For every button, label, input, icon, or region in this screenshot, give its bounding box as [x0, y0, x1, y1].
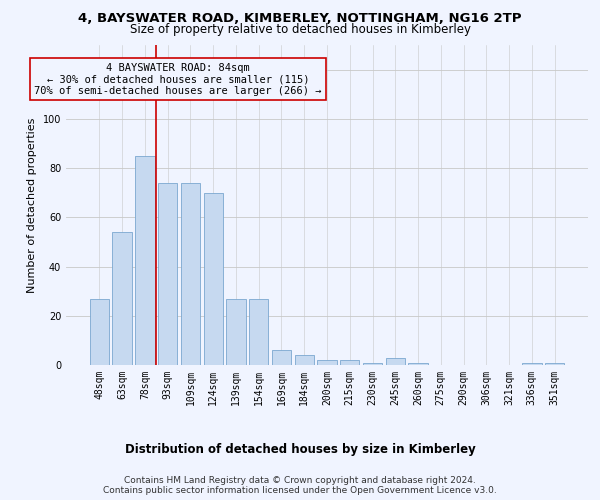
Bar [90, 298, 109, 365]
Text: 4 BAYSWATER ROAD: 84sqm
← 30% of detached houses are smaller (115)
70% of semi-d: 4 BAYSWATER ROAD: 84sqm ← 30% of detache… [34, 62, 322, 96]
Bar [409, 362, 428, 365]
Bar [295, 355, 314, 365]
Text: Distribution of detached houses by size in Kimberley: Distribution of detached houses by size … [125, 442, 475, 456]
Bar [249, 298, 268, 365]
Text: Size of property relative to detached houses in Kimberley: Size of property relative to detached ho… [130, 22, 470, 36]
Bar [158, 183, 178, 365]
Bar [340, 360, 359, 365]
Bar [363, 362, 382, 365]
Bar [112, 232, 132, 365]
Bar [181, 183, 200, 365]
Bar [317, 360, 337, 365]
Bar [135, 156, 155, 365]
Bar [272, 350, 291, 365]
Bar [522, 362, 542, 365]
Text: 4, BAYSWATER ROAD, KIMBERLEY, NOTTINGHAM, NG16 2TP: 4, BAYSWATER ROAD, KIMBERLEY, NOTTINGHAM… [78, 12, 522, 26]
Bar [386, 358, 405, 365]
Y-axis label: Number of detached properties: Number of detached properties [27, 118, 37, 292]
Bar [226, 298, 245, 365]
Bar [545, 362, 564, 365]
Bar [203, 192, 223, 365]
Text: Contains HM Land Registry data © Crown copyright and database right 2024.
Contai: Contains HM Land Registry data © Crown c… [103, 476, 497, 495]
